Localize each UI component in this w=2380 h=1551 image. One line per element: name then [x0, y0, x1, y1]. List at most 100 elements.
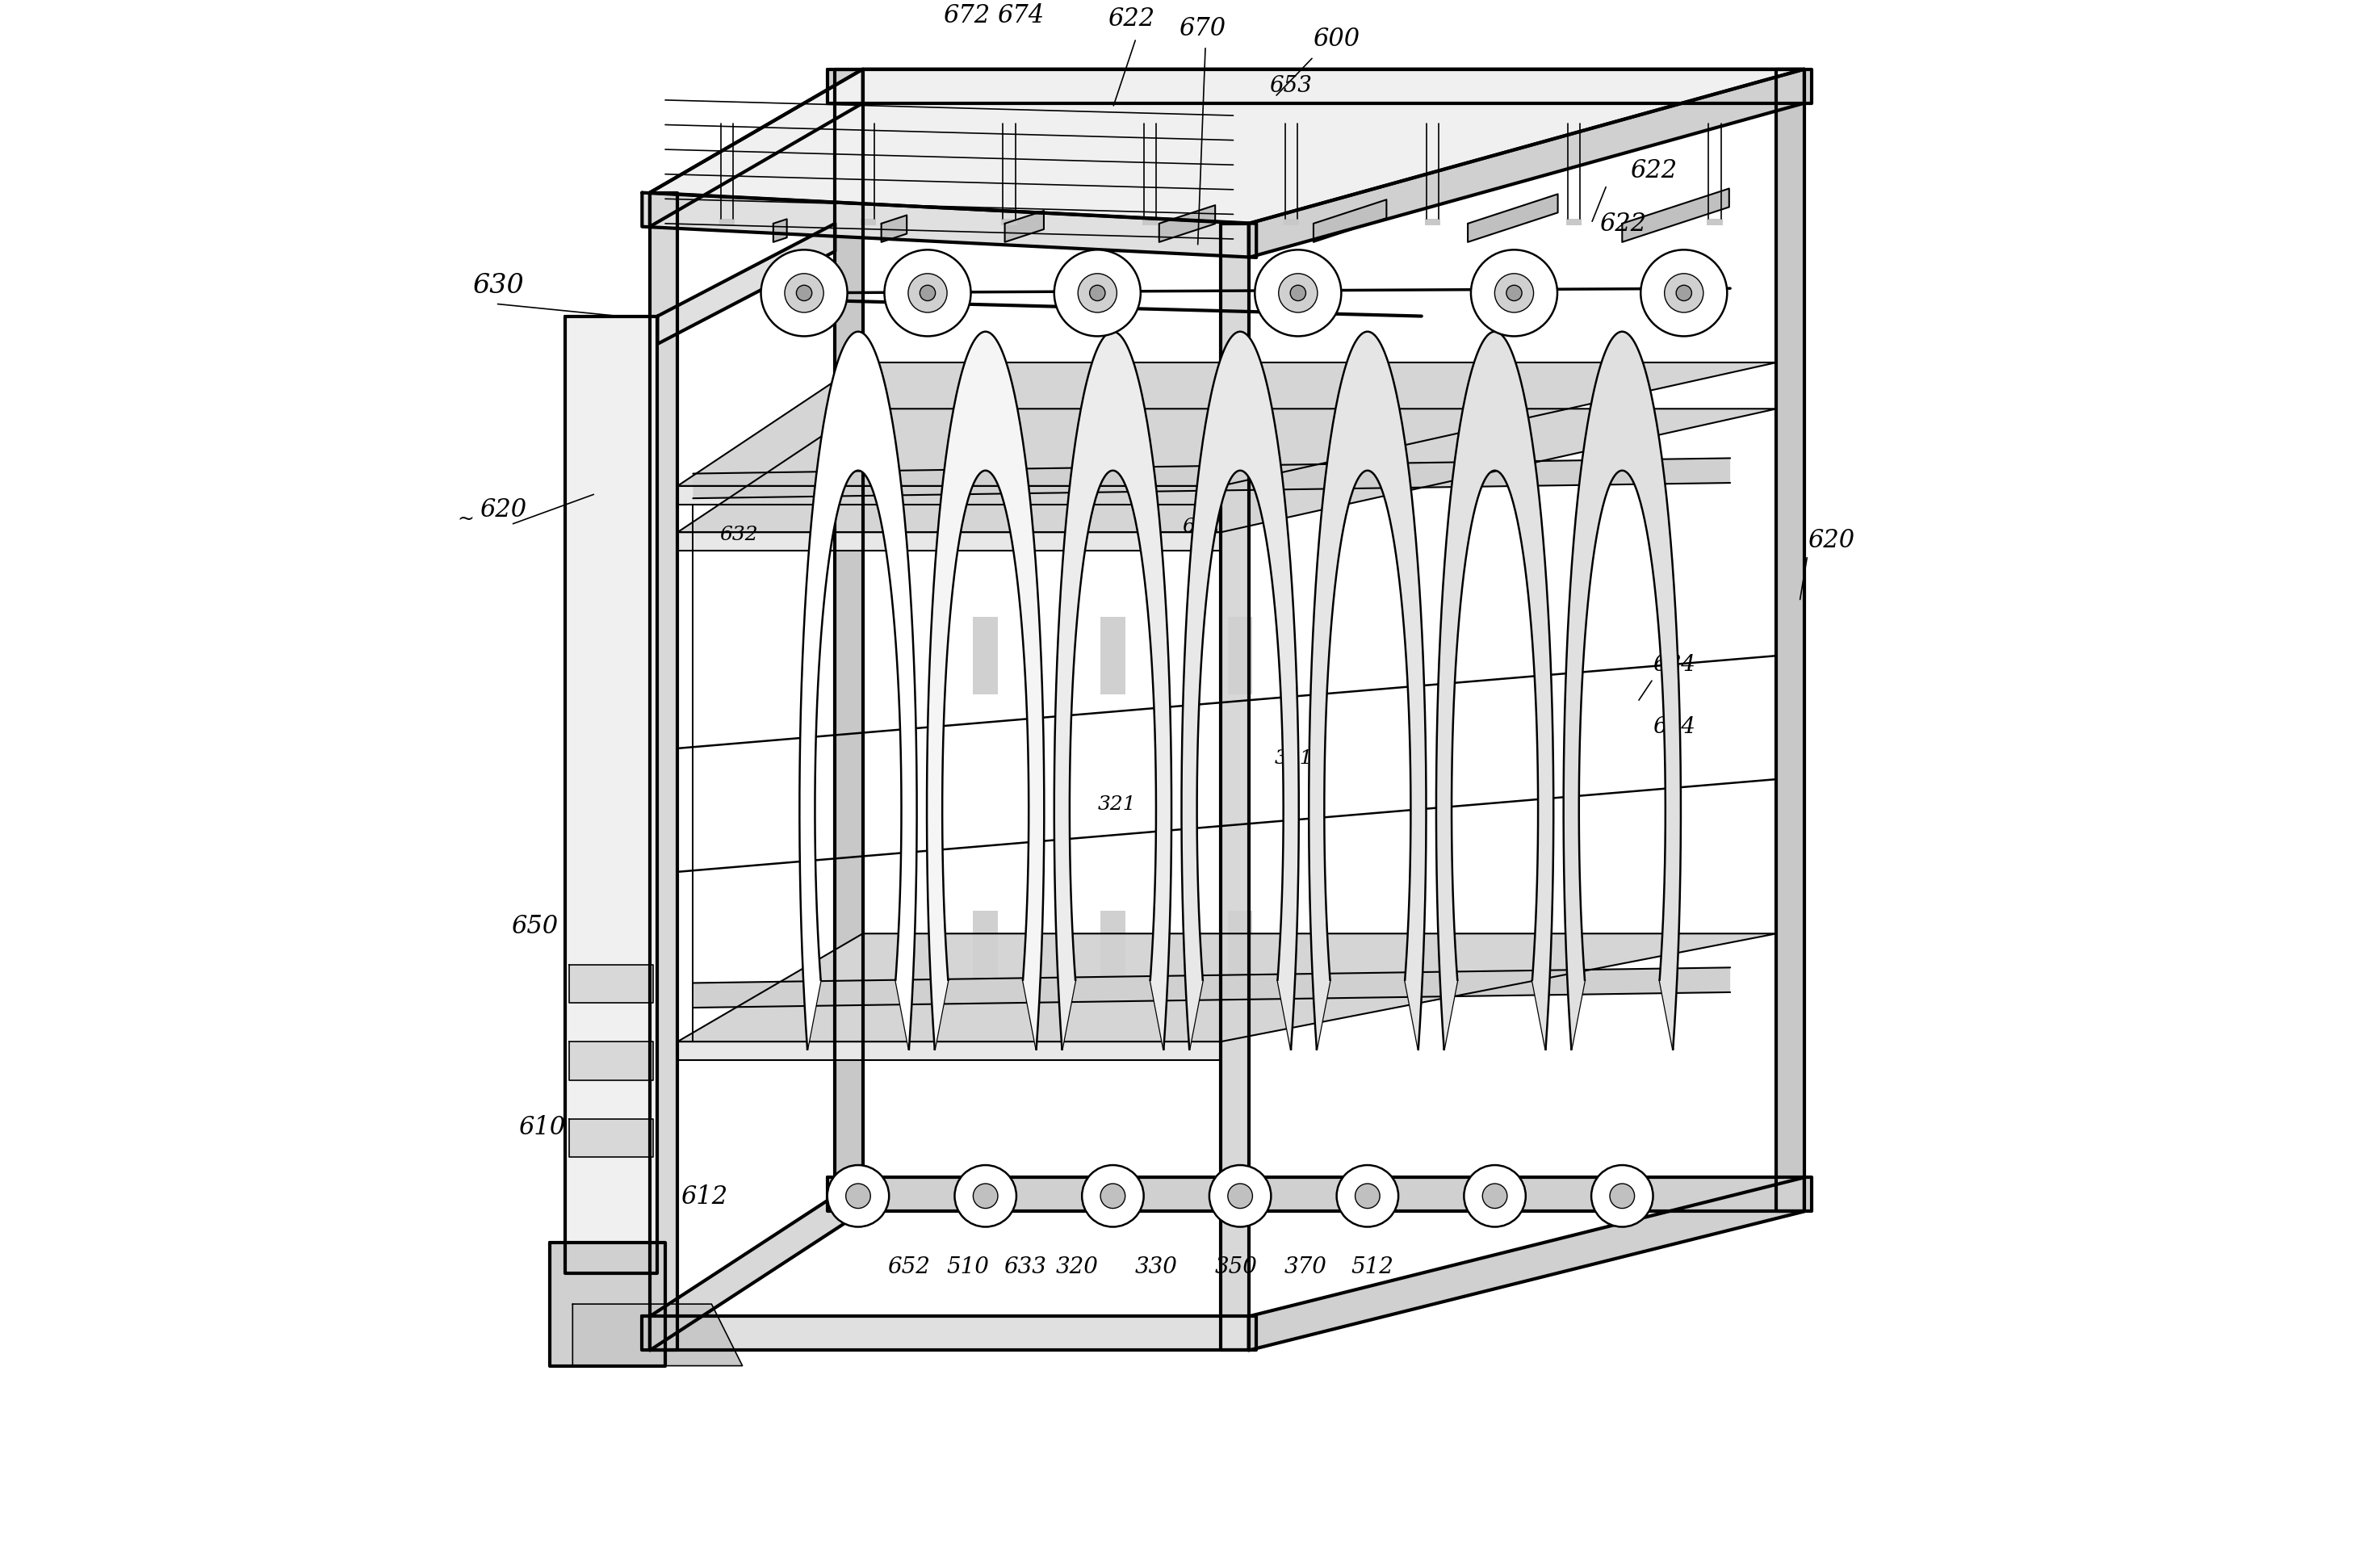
- Circle shape: [1290, 285, 1307, 301]
- Text: 620: 620: [1806, 529, 1854, 554]
- Polygon shape: [574, 1304, 743, 1366]
- Text: 620: 620: [481, 498, 526, 523]
- Polygon shape: [678, 532, 1221, 551]
- Circle shape: [785, 273, 823, 312]
- Text: 674: 674: [997, 3, 1045, 28]
- Text: 612: 612: [681, 1185, 728, 1210]
- Polygon shape: [657, 223, 835, 344]
- Polygon shape: [1468, 194, 1559, 242]
- Circle shape: [1278, 273, 1319, 312]
- Polygon shape: [693, 458, 1730, 498]
- Polygon shape: [1004, 211, 1045, 242]
- Text: 350: 350: [1214, 1256, 1257, 1278]
- Polygon shape: [678, 485, 1221, 504]
- Polygon shape: [678, 409, 1775, 532]
- Polygon shape: [650, 70, 864, 226]
- Polygon shape: [1566, 219, 1580, 225]
- Polygon shape: [569, 1118, 652, 1157]
- Polygon shape: [1221, 223, 1250, 1351]
- Polygon shape: [1309, 332, 1426, 1050]
- Text: 684: 684: [1654, 655, 1695, 676]
- Polygon shape: [550, 1242, 666, 1366]
- Circle shape: [1676, 285, 1692, 301]
- Polygon shape: [643, 1317, 1257, 1351]
- Circle shape: [885, 250, 971, 337]
- Circle shape: [1090, 285, 1104, 301]
- Text: ~: ~: [457, 510, 474, 529]
- Polygon shape: [1100, 910, 1126, 988]
- Polygon shape: [1002, 219, 1016, 225]
- Circle shape: [1495, 273, 1533, 312]
- Circle shape: [1254, 250, 1342, 337]
- Circle shape: [909, 273, 947, 312]
- Polygon shape: [643, 192, 1257, 257]
- Circle shape: [919, 285, 935, 301]
- Circle shape: [1664, 273, 1704, 312]
- Circle shape: [1609, 1183, 1635, 1208]
- Circle shape: [1471, 250, 1557, 337]
- Circle shape: [828, 1165, 890, 1227]
- Text: 610: 610: [519, 1115, 566, 1140]
- Text: 670: 670: [1178, 16, 1226, 40]
- Circle shape: [1354, 1183, 1380, 1208]
- Text: 321: 321: [1276, 749, 1314, 768]
- Circle shape: [1483, 1183, 1507, 1208]
- Polygon shape: [973, 617, 997, 695]
- Polygon shape: [926, 332, 1045, 1050]
- Polygon shape: [859, 219, 876, 225]
- Text: 630: 630: [471, 273, 524, 299]
- Text: 512: 512: [1352, 1256, 1392, 1278]
- Polygon shape: [1228, 910, 1252, 988]
- Circle shape: [1228, 1183, 1252, 1208]
- Polygon shape: [800, 332, 916, 1050]
- Polygon shape: [650, 1177, 864, 1351]
- Polygon shape: [1100, 617, 1126, 695]
- Polygon shape: [719, 219, 735, 225]
- Polygon shape: [1775, 70, 1804, 1211]
- Circle shape: [845, 1183, 871, 1208]
- Polygon shape: [828, 1177, 1811, 1211]
- Polygon shape: [693, 968, 1730, 1008]
- Text: 330: 330: [1135, 1256, 1178, 1278]
- Text: 633: 633: [1004, 1256, 1047, 1278]
- Circle shape: [1640, 250, 1728, 337]
- Polygon shape: [1250, 70, 1804, 257]
- Text: 652: 652: [888, 1256, 931, 1278]
- Polygon shape: [564, 316, 657, 1273]
- Circle shape: [1100, 1183, 1126, 1208]
- Polygon shape: [1564, 332, 1680, 1050]
- Polygon shape: [678, 363, 1775, 485]
- Polygon shape: [835, 70, 864, 1211]
- Circle shape: [973, 1183, 997, 1208]
- Circle shape: [1507, 285, 1521, 301]
- Polygon shape: [774, 219, 788, 242]
- Circle shape: [1054, 250, 1140, 337]
- Polygon shape: [650, 192, 678, 1351]
- Polygon shape: [1283, 219, 1299, 225]
- Polygon shape: [1314, 200, 1388, 242]
- Text: 622: 622: [1599, 212, 1647, 237]
- Circle shape: [954, 1165, 1016, 1227]
- Polygon shape: [1159, 205, 1216, 242]
- Polygon shape: [569, 1042, 652, 1079]
- Circle shape: [1592, 1165, 1654, 1227]
- Text: 622: 622: [1630, 158, 1678, 183]
- Circle shape: [1338, 1165, 1399, 1227]
- Polygon shape: [1228, 617, 1252, 695]
- Circle shape: [1078, 273, 1116, 312]
- Text: 632: 632: [719, 526, 757, 544]
- Polygon shape: [973, 910, 997, 988]
- Polygon shape: [881, 216, 907, 242]
- Polygon shape: [650, 70, 1804, 223]
- Text: 320: 320: [1057, 1256, 1100, 1278]
- Text: 653: 653: [1269, 76, 1311, 98]
- Text: 510: 510: [947, 1256, 990, 1278]
- Circle shape: [1083, 1165, 1145, 1227]
- Text: 650: 650: [512, 914, 557, 940]
- Circle shape: [1209, 1165, 1271, 1227]
- Circle shape: [797, 285, 812, 301]
- Polygon shape: [1623, 189, 1730, 242]
- Polygon shape: [1180, 332, 1299, 1050]
- Polygon shape: [1706, 219, 1723, 225]
- Polygon shape: [1426, 219, 1440, 225]
